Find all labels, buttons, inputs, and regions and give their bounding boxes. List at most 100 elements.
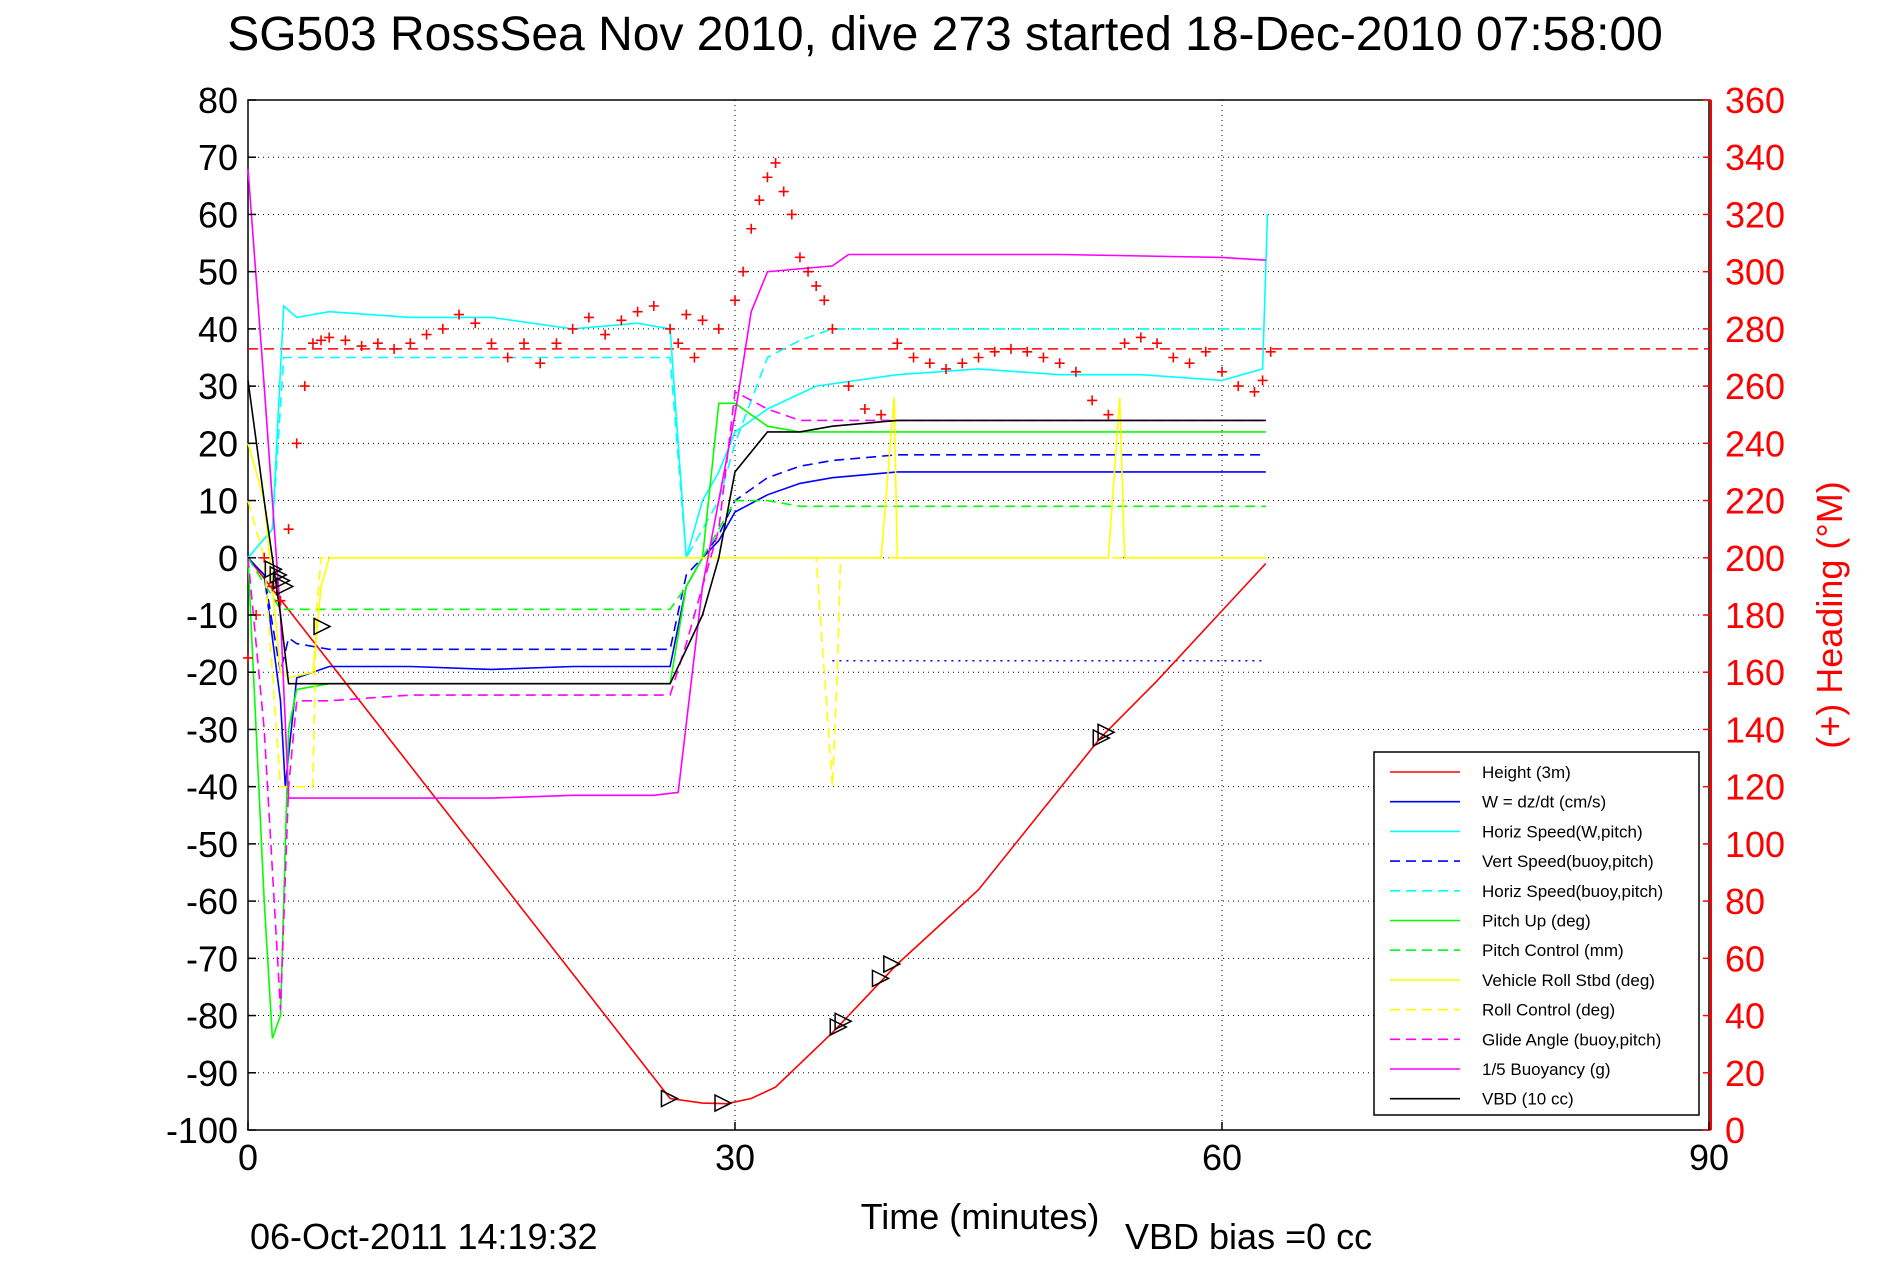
- right-tick-label: 140: [1725, 709, 1785, 750]
- triangle-marker: [1097, 723, 1116, 742]
- legend-entry: Pitch Up (deg): [1482, 912, 1591, 931]
- heading-point: [502, 352, 513, 363]
- triangle-marker: [834, 1012, 853, 1031]
- heading-point: [1249, 386, 1260, 397]
- heading-point: [437, 323, 448, 334]
- left-tick-label: 80: [198, 80, 238, 121]
- left-tick-label: -90: [186, 1053, 238, 1094]
- heading-point: [518, 338, 529, 349]
- heading-point: [713, 323, 724, 334]
- legend: Height (3m) W = dz/dt (cm/s) Horiz Speed(W…: [1373, 751, 1700, 1116]
- legend-entry: Horiz Speed(W,pitch): [1482, 822, 1643, 841]
- heading-point: [1054, 358, 1065, 369]
- heading-point: [876, 409, 887, 420]
- heading-point: [908, 352, 919, 363]
- right-tick-label: 240: [1725, 423, 1785, 464]
- heading-point: [535, 358, 546, 369]
- timestamp: 06-Oct-2011 14:19:32: [250, 1216, 598, 1257]
- triangle-marker: [275, 577, 295, 596]
- right-tick-label: 360: [1725, 80, 1785, 121]
- left-tick-label: 50: [198, 252, 238, 293]
- right-tick-label: 200: [1725, 538, 1785, 579]
- heading-series: [243, 157, 1276, 663]
- heading-point: [356, 341, 367, 352]
- heading-point: [738, 266, 749, 277]
- heading-point: [1168, 352, 1179, 363]
- heading-point: [1103, 409, 1114, 420]
- heading-point: [989, 346, 1000, 357]
- left-tick-label: -100: [166, 1110, 238, 1151]
- series-line-11: [247, 380, 1266, 685]
- series-line-6: [247, 499, 1266, 611]
- left-tick-label: -70: [186, 938, 238, 979]
- legend-entry: Horiz Speed(buoy,pitch): [1482, 882, 1663, 901]
- left-tick-label: 0: [218, 538, 238, 579]
- heading-point: [1217, 366, 1227, 377]
- series-line-10: [247, 168, 1266, 799]
- left-tick-label: -10: [186, 595, 238, 636]
- heading-point: [973, 352, 984, 363]
- heading-point: [1135, 332, 1146, 343]
- right-tick-label: 100: [1725, 824, 1785, 865]
- x-tick-label: 60: [1202, 1137, 1242, 1178]
- legend-entry: Pitch Control (mm): [1482, 941, 1624, 960]
- heading-point: [778, 186, 789, 197]
- heading-point: [1184, 358, 1195, 369]
- right-tick-label: 280: [1725, 309, 1785, 350]
- heading-point: [299, 381, 310, 392]
- left-tick-label: 60: [198, 194, 238, 235]
- grid-lines: [248, 100, 1709, 1130]
- heading-point: [340, 335, 351, 346]
- right-tick-label: 320: [1725, 194, 1785, 235]
- left-tick-label: 70: [198, 137, 238, 178]
- heading-point: [1038, 352, 1049, 363]
- right-tick-label: 0: [1725, 1110, 1745, 1151]
- heading-point: [259, 552, 270, 563]
- right-tick-label: 80: [1725, 881, 1765, 922]
- heading-point: [275, 595, 286, 606]
- x-tick-label: 30: [715, 1137, 755, 1178]
- right-tick-label: 340: [1725, 137, 1785, 178]
- heading-point: [389, 343, 400, 354]
- reference-lines: [248, 348, 1709, 662]
- left-tick-label: -60: [186, 881, 238, 922]
- right-tick-label: 180: [1725, 595, 1785, 636]
- heading-point: [827, 323, 838, 334]
- triangle-marker: [660, 1089, 680, 1108]
- heading-point: [454, 309, 465, 320]
- left-tick-label: 40: [198, 309, 238, 350]
- right-tick-label: 120: [1725, 767, 1785, 808]
- right-tick-label: 160: [1725, 652, 1785, 693]
- triangle-markers: [264, 560, 1116, 1113]
- right-tick-label: 20: [1725, 1053, 1765, 1094]
- chart-title: SG503 RossSea Nov 2010, dive 273 started…: [227, 8, 1663, 61]
- series-line-5: [247, 402, 1266, 1039]
- left-tick-label: -20: [186, 652, 238, 693]
- triangle-marker: [871, 969, 891, 988]
- heading-point: [405, 338, 416, 349]
- heading-point: [762, 172, 773, 183]
- triangle-marker: [883, 954, 902, 974]
- heading-point: [1257, 375, 1268, 386]
- heading-point: [1070, 366, 1081, 377]
- legend-entry: VBD (10 cc): [1482, 1090, 1574, 1109]
- heading-point: [1265, 346, 1276, 357]
- triangle-marker: [1092, 728, 1111, 748]
- heading-point: [324, 332, 335, 343]
- heading-point: [1005, 343, 1016, 354]
- heading-point: [957, 358, 968, 369]
- heading-point: [803, 266, 814, 277]
- series-line-4: [247, 328, 1266, 561]
- legend-entry: Roll Control (deg): [1482, 1001, 1615, 1020]
- series-line-9: [247, 390, 1266, 1010]
- heading-point: [665, 323, 676, 334]
- y2-axis-label: (+) Heading (°M): [1809, 481, 1850, 748]
- heading-point: [892, 338, 903, 349]
- heading-point: [730, 295, 740, 306]
- heading-point: [1119, 338, 1130, 349]
- left-tick-label: -80: [186, 996, 238, 1037]
- heading-point: [243, 652, 253, 663]
- heading-point: [673, 338, 684, 349]
- heading-point: [689, 352, 700, 363]
- heading-point: [283, 524, 294, 535]
